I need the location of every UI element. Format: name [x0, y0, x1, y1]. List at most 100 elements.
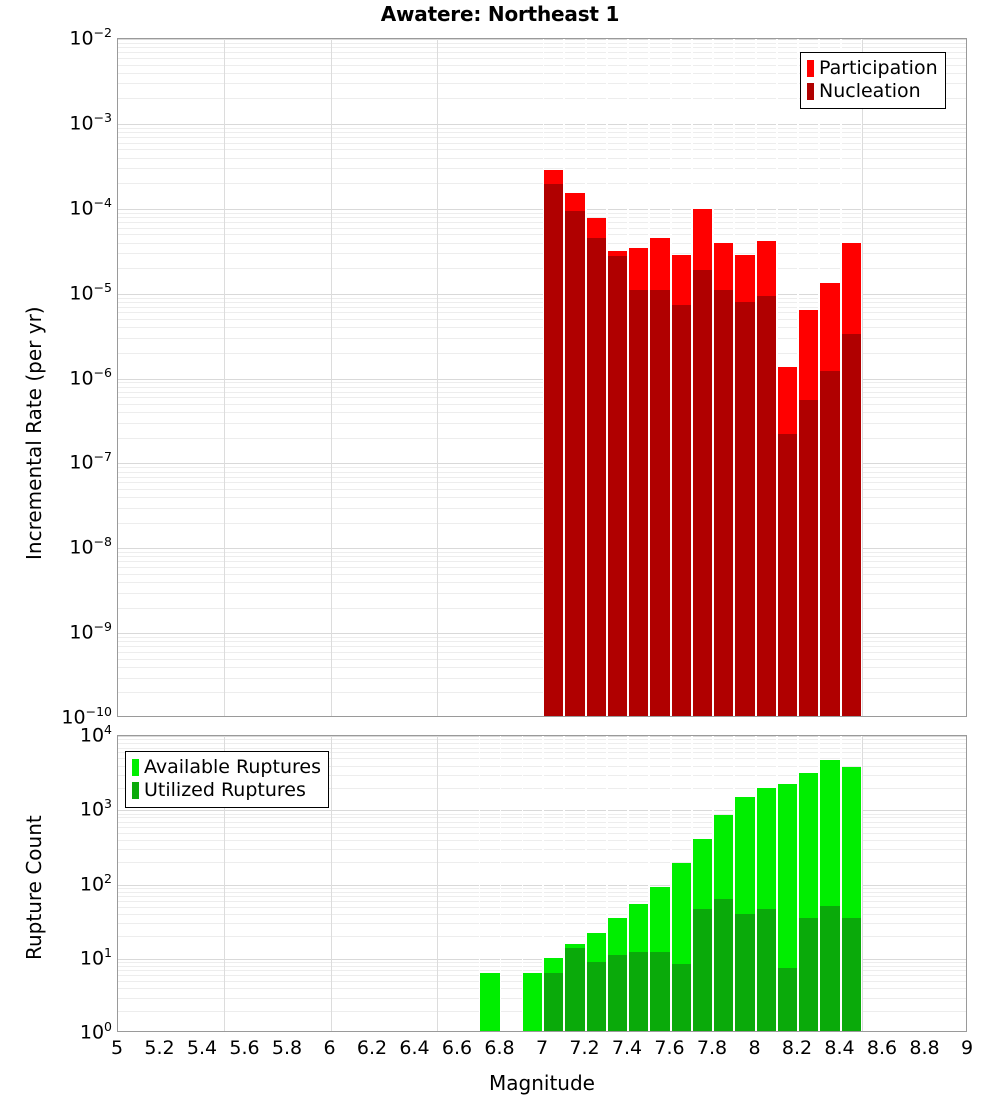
bar [776, 39, 798, 716]
gridline-major [118, 208, 966, 210]
bar-segment-nucleation [756, 296, 776, 716]
x-axis-tick-label: 5.6 [229, 1037, 260, 1059]
bar-segment-utilized-ruptures [629, 952, 649, 1031]
bar-segment-nucleation [586, 237, 606, 716]
x-axis-tick-label: 7.8 [696, 1037, 728, 1059]
bar [819, 736, 841, 1031]
gridline-minor [118, 221, 966, 223]
y-axis-tick-label: 103 [79, 796, 112, 821]
bar [521, 736, 543, 1031]
top-y-axis-label: Incremental Rate (per yr) [22, 306, 46, 560]
gridline-minor [118, 352, 966, 354]
gridline-minor [118, 556, 966, 558]
x-axis-tick-label: 8.2 [781, 1037, 813, 1059]
bar-segment-utilized-ruptures [650, 952, 670, 1031]
bar-segment-nucleation [841, 333, 861, 716]
gridline-minor [118, 268, 966, 270]
gridline-minor [118, 301, 966, 303]
gridline-minor [118, 476, 966, 478]
gridline-major [118, 39, 966, 40]
y-axis-tick-label: 10−5 [69, 279, 112, 304]
gridline-vertical [861, 39, 863, 716]
bar-segment-nucleation [629, 289, 649, 716]
rupture-count-plot [117, 735, 967, 1032]
bar [649, 736, 671, 1031]
gridline-minor [118, 297, 966, 299]
gridline-minor [118, 83, 966, 85]
bar [628, 736, 650, 1031]
y-axis-tick-label: 100 [79, 1019, 112, 1044]
gridline-minor [118, 306, 966, 308]
bar [649, 39, 671, 716]
gridline-vertical [436, 736, 438, 1031]
x-axis-tick-label: 7.2 [569, 1037, 600, 1059]
gridline-minor [118, 57, 966, 59]
bar [606, 736, 628, 1031]
gridline-minor [118, 573, 966, 575]
legend-item-utilized-ruptures: Utilized Ruptures [132, 779, 321, 802]
gridline-major [118, 378, 966, 380]
bar [776, 736, 798, 1031]
nucleation-swatch [807, 83, 814, 100]
gridline-minor [118, 216, 966, 218]
gridline-minor [118, 397, 966, 399]
y-axis-tick-label: 10−4 [69, 194, 112, 220]
bar [543, 736, 565, 1031]
gridline-minor [118, 522, 966, 524]
bar [798, 39, 820, 716]
bar [755, 736, 777, 1031]
bar-segment-nucleation [820, 371, 840, 716]
x-axis-tick-label: 8.6 [866, 1037, 898, 1059]
gridline-minor [118, 157, 966, 159]
bar-segment-utilized-ruptures [671, 963, 691, 1031]
gridline-minor [118, 319, 966, 321]
bar-segment-utilized-ruptures [756, 908, 776, 1031]
gridline-minor [118, 552, 966, 554]
bar [606, 39, 628, 716]
gridline-minor [118, 471, 966, 473]
y-axis-tick-label: 10−9 [69, 619, 112, 644]
gridline-minor [118, 658, 966, 660]
legend-label-utilized-ruptures: Utilized Ruptures [144, 779, 306, 801]
bar [670, 39, 692, 716]
x-axis-tick-label: 5 [110, 1037, 124, 1059]
legend-label-nucleation: Nucleation [819, 80, 921, 102]
gridline-vertical [330, 736, 332, 1031]
bar-segment-nucleation [692, 269, 712, 716]
bar-segment-utilized-ruptures [692, 908, 712, 1031]
bar [713, 736, 735, 1031]
x-axis-tick-label: 8 [748, 1037, 761, 1059]
gridline-major [118, 633, 966, 635]
bar [564, 39, 586, 716]
x-axis-tick-label: 7 [535, 1037, 549, 1059]
gridline-minor [118, 467, 966, 469]
utilized-ruptures-swatch [132, 782, 139, 799]
bar [691, 736, 713, 1031]
bar [755, 39, 777, 716]
bar [628, 39, 650, 716]
gridline-vertical [330, 39, 332, 716]
gridline-minor [118, 132, 966, 134]
y-axis-tick-label: 101 [79, 944, 112, 970]
legend-label-available-ruptures: Available Ruptures [144, 756, 321, 778]
bar-segment-utilized-ruptures [841, 918, 861, 1031]
x-axis-tick-label: 8.8 [909, 1037, 940, 1059]
gridline-major [118, 123, 966, 125]
gridline-minor [118, 646, 966, 648]
gridline-minor [118, 482, 966, 484]
x-axis-tick-label: 9 [960, 1037, 974, 1059]
bar-segment-utilized-ruptures [735, 913, 755, 1031]
x-axis-label: Magnitude [489, 1071, 595, 1095]
bar-segment-nucleation [544, 184, 564, 716]
bar-segment-nucleation [799, 399, 819, 716]
gridline-minor [118, 64, 966, 66]
bar [798, 736, 820, 1031]
bar [670, 736, 692, 1031]
x-axis-tick-label: 5.8 [271, 1037, 303, 1059]
gridline-minor [118, 253, 966, 255]
bar [479, 736, 501, 1031]
bar-segment-nucleation [714, 289, 734, 716]
incremental-rate-plot [117, 38, 967, 717]
y-axis-tick-label: 10−2 [69, 25, 112, 50]
